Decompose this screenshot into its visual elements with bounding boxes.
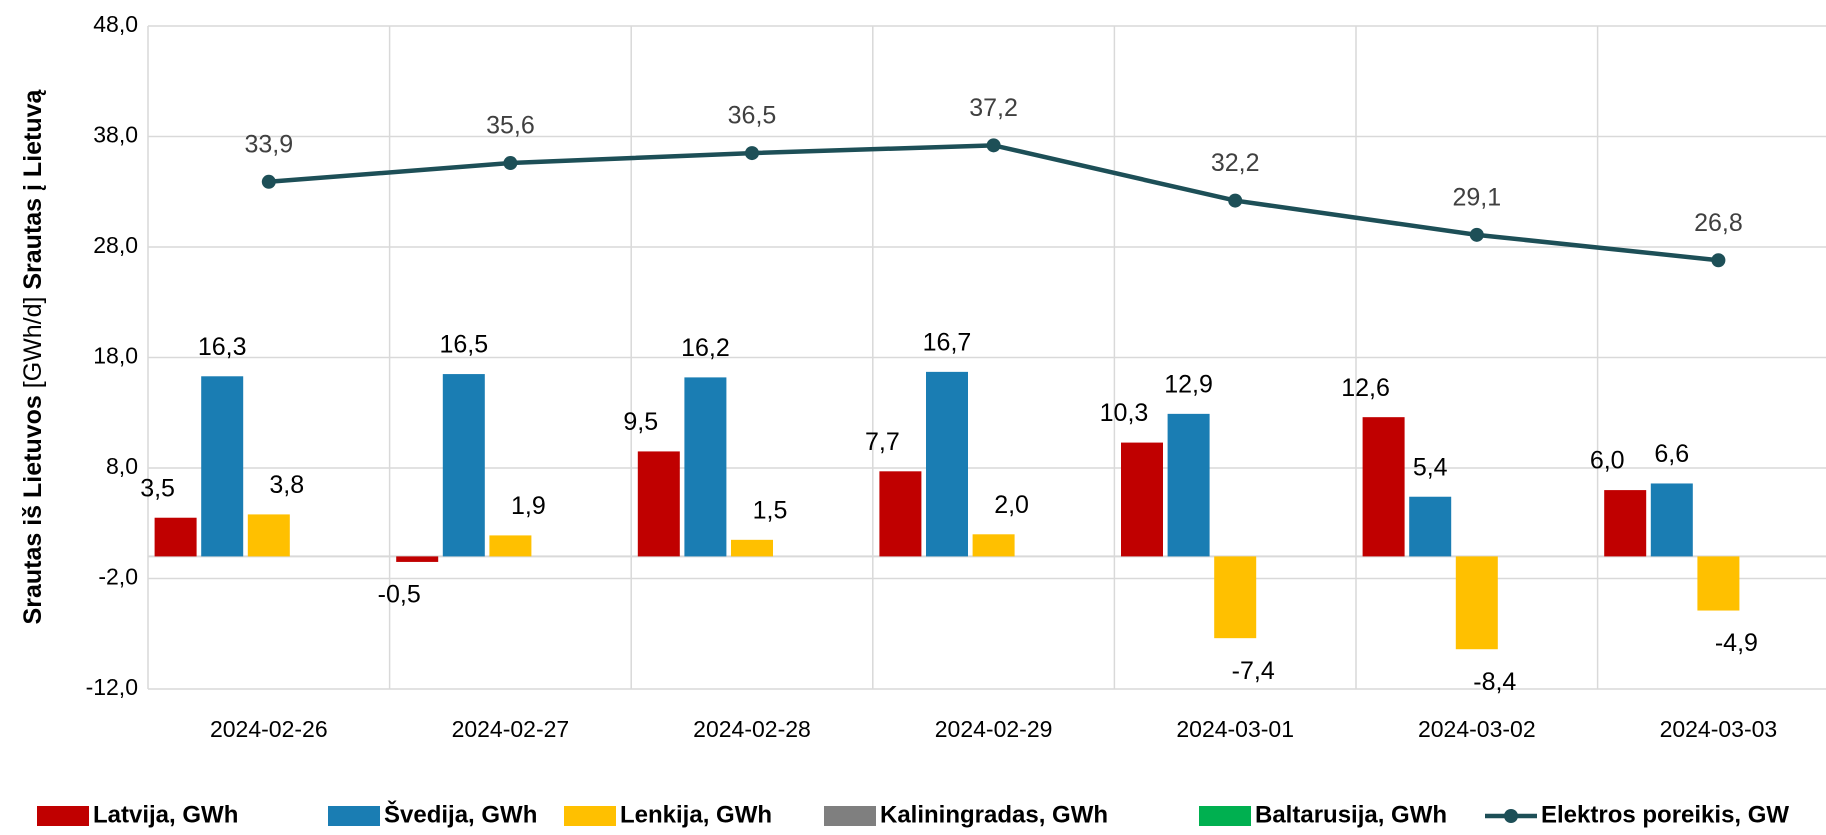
bar [926, 371, 968, 557]
y-tick-label: 28,0 [93, 232, 138, 258]
data-label: 3,5 [140, 474, 175, 502]
legend-swatch [824, 806, 876, 826]
legend-label: Baltarusija, GWh [1255, 801, 1447, 828]
legend-swatch [37, 806, 89, 826]
data-label: -0,5 [378, 581, 421, 609]
bar [1362, 417, 1405, 557]
bar [731, 539, 773, 557]
data-label: 16,2 [681, 334, 730, 362]
x-tick-label: 2024-02-27 [452, 716, 570, 742]
data-label: 16,5 [439, 331, 488, 359]
y-tick-label: -2,0 [98, 564, 138, 590]
y-label-part: Srautas iš Lietuvos [19, 395, 47, 624]
data-label: 12,9 [1164, 370, 1213, 398]
legend-label: Švedija, GWh [384, 800, 537, 828]
data-label: 6,6 [1654, 440, 1689, 468]
line-point [1469, 227, 1484, 242]
legend-label: Kaliningradas, GWh [880, 801, 1108, 828]
y-label-part: [GWh/d] [19, 297, 47, 389]
line-point [1228, 193, 1243, 208]
bar [247, 514, 290, 557]
bar [442, 374, 485, 557]
data-label: 37,2 [969, 94, 1018, 122]
data-label: 9,5 [623, 408, 658, 436]
data-label: 3,8 [269, 471, 304, 499]
line-point [1711, 253, 1726, 268]
data-label: 29,1 [1452, 183, 1501, 211]
y-tick-label: 38,0 [93, 122, 138, 148]
bar [489, 535, 532, 557]
legend-swatch [1504, 809, 1518, 823]
data-label: 6,0 [1590, 447, 1625, 475]
data-label: 7,7 [865, 428, 900, 456]
data-label: 1,9 [511, 492, 546, 520]
x-tick-label: 2024-03-02 [1418, 716, 1536, 742]
bar [1455, 556, 1498, 650]
bar [154, 517, 197, 557]
y-tick-label: 18,0 [93, 343, 138, 369]
y-axis-label: Srautas iš Lietuvos [GWh/d] Srautas į Li… [19, 88, 47, 624]
line-point [261, 174, 276, 189]
bar [637, 451, 680, 557]
data-label: 36,5 [728, 102, 777, 130]
data-label: 12,6 [1341, 374, 1390, 402]
x-tick-label: 2024-02-29 [935, 716, 1053, 742]
x-tick-label: 2024-03-03 [1660, 716, 1778, 742]
data-label: 1,5 [753, 496, 788, 524]
bar [1650, 483, 1693, 557]
data-label: 16,3 [198, 333, 247, 361]
bar [201, 376, 244, 557]
line-point [745, 146, 759, 161]
bar [396, 556, 439, 562]
bar [684, 377, 727, 557]
data-label: -8,4 [1473, 668, 1516, 696]
data-label: 32,2 [1211, 149, 1260, 177]
data-label: 5,4 [1413, 453, 1448, 481]
y-label-part: Srautas į Lietuvą [19, 88, 47, 289]
legend-swatch [328, 806, 380, 826]
x-tick-label: 2024-03-01 [1176, 716, 1294, 742]
legend-label: Lenkija, GWh [620, 801, 772, 828]
bar [1697, 556, 1740, 611]
bar [1604, 490, 1647, 557]
x-tick-label: 2024-02-28 [693, 716, 811, 742]
legend-label: Elektros poreikis, GW [1541, 801, 1789, 828]
bar [1167, 413, 1210, 557]
y-tick-label: 48,0 [93, 11, 138, 37]
bar [879, 471, 922, 557]
data-label: -7,4 [1232, 657, 1275, 685]
data-label: 35,6 [486, 112, 535, 140]
data-label: -4,9 [1715, 629, 1758, 657]
bar [972, 534, 1015, 557]
legend-swatch [1199, 806, 1251, 826]
y-tick-label: -12,0 [86, 674, 138, 700]
bar [1121, 442, 1163, 557]
data-label: 10,3 [1100, 399, 1149, 427]
y-tick-label: 8,0 [106, 453, 138, 479]
line-point [986, 138, 1001, 153]
line-point [503, 156, 518, 171]
x-tick-label: 2024-02-26 [210, 716, 328, 742]
legend-swatch [564, 806, 616, 826]
data-label: 26,8 [1694, 209, 1743, 237]
data-label: 2,0 [994, 491, 1029, 519]
bar [1214, 556, 1257, 639]
bar [1409, 496, 1452, 557]
data-label: 16,7 [923, 328, 972, 356]
legend-label: Latvija, GWh [93, 801, 238, 828]
data-label: 33,9 [244, 130, 293, 158]
